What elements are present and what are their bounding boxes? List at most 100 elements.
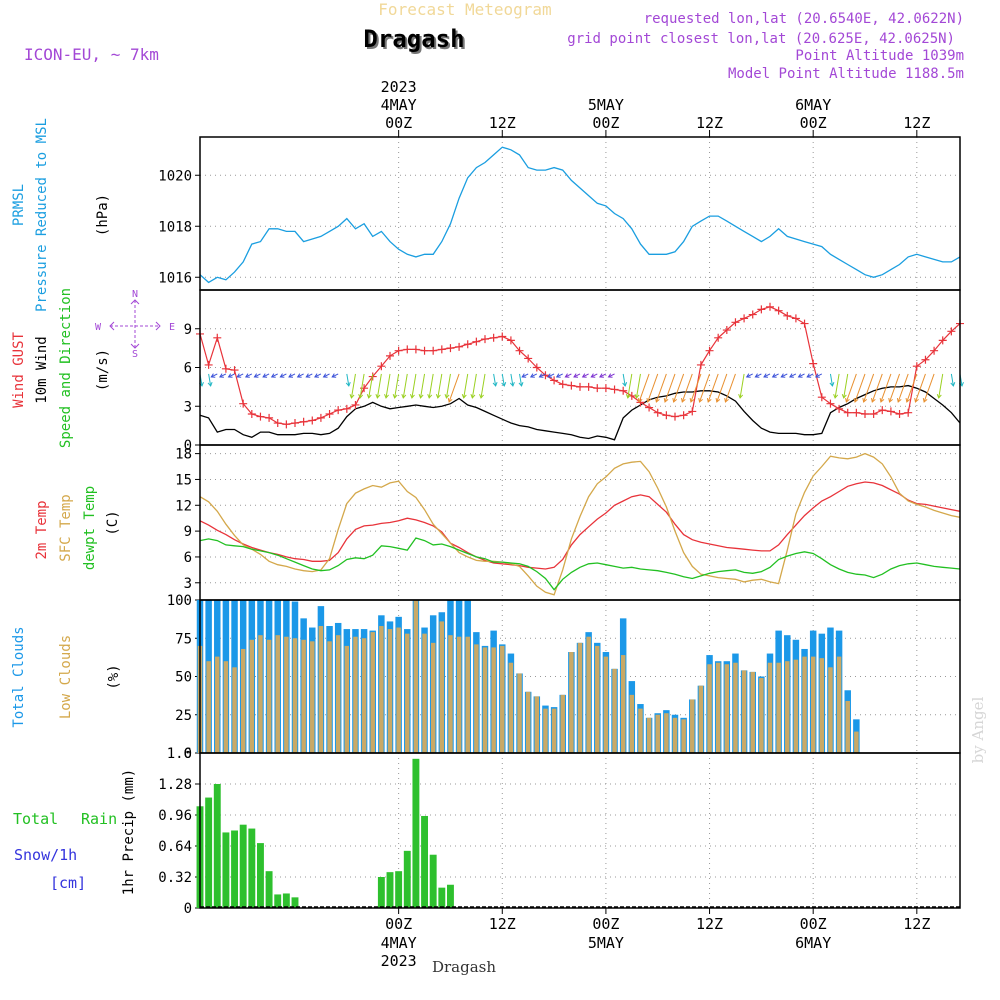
wind-arrow	[445, 373, 451, 399]
wind-arrow	[306, 373, 313, 378]
wind-arrow-head	[833, 394, 839, 399]
wind-arrow-head	[905, 397, 911, 403]
low-cloud-bar	[551, 708, 557, 753]
rain-bar	[257, 843, 264, 908]
location-title-fg: Dragash	[363, 25, 464, 53]
wind-arrow-head	[754, 373, 760, 378]
gust-marker	[861, 410, 869, 418]
wind-arrow	[739, 373, 745, 399]
wind-arrow	[539, 373, 546, 378]
gust-marker	[740, 314, 749, 323]
rain-bar	[222, 832, 230, 908]
wind-arrow-head	[745, 373, 751, 378]
temp-sfc-line	[199, 452, 961, 596]
wind-arrow-head	[236, 373, 242, 378]
gust-marker	[265, 413, 274, 422]
wind-arrow	[815, 373, 823, 378]
wind-arrow	[664, 373, 676, 403]
low-cloud-bar	[767, 662, 773, 753]
wind-arrow	[254, 373, 261, 378]
low-cloud-bar	[215, 656, 220, 753]
gust-marker	[731, 318, 740, 327]
wind-arrow	[681, 373, 693, 403]
wind-arrow-head	[922, 397, 928, 403]
wind-arrow	[385, 373, 391, 399]
low-cloud-bar	[387, 629, 393, 753]
wind-arrow	[228, 373, 235, 378]
low-cloud-bar	[456, 636, 462, 753]
low-cloud-bar	[690, 699, 695, 753]
wind-arrow-head	[253, 373, 259, 378]
temp-unit: (C)	[105, 510, 121, 535]
wind-arrow	[530, 373, 538, 378]
gust-marker	[498, 332, 507, 341]
gust-marker	[601, 384, 610, 393]
gust-marker	[722, 326, 731, 335]
panels: 1016101810200369369121518025507510000.32…	[158, 78, 964, 970]
gust-marker	[532, 363, 541, 372]
wind-arrow-head	[879, 397, 885, 403]
gust-marker	[904, 408, 913, 417]
model-label: ICON-EU, ~ 7km	[24, 45, 159, 64]
wind-arrow-head	[607, 373, 613, 378]
low-clouds-label: Low Clouds	[58, 635, 74, 719]
wind-arrow	[707, 373, 719, 403]
compass-n: N	[132, 289, 138, 300]
precip-labels: Total Rain Snow/1h [cm] 1hr Precip (mm)	[13, 769, 137, 895]
wind-arrow	[806, 373, 814, 378]
wind-arrow-head	[262, 373, 268, 378]
wind-arrow	[635, 373, 641, 399]
wind-arrow-head	[724, 397, 729, 403]
wind-arrow-head	[797, 373, 803, 378]
low-cloud-bar	[525, 691, 531, 753]
wind-arrow-head	[689, 397, 695, 403]
bottom-date-label: 5MAY	[588, 934, 624, 952]
low-cloud-bar	[474, 644, 479, 753]
wind-arrow-head	[715, 397, 721, 403]
rain-bar	[421, 815, 428, 908]
gust-marker	[921, 355, 930, 364]
gust-marker	[774, 306, 783, 315]
wind-arrow	[420, 373, 426, 399]
wind-arrow	[245, 373, 253, 378]
wind-arrow	[716, 373, 728, 403]
gust-marker	[351, 400, 360, 409]
rain-bars	[196, 758, 454, 908]
low-cloud-bar	[422, 633, 427, 753]
faded-title: Forecast Meteogram	[378, 0, 551, 19]
wind-arrow-head	[870, 397, 876, 403]
wind-arrow-head	[814, 373, 820, 378]
wind-arrow	[493, 373, 497, 387]
cloud-ytick-label: 25	[175, 708, 192, 724]
wind-arrow	[521, 373, 529, 378]
wind-arrow	[724, 373, 736, 403]
low-cloud-bar	[698, 685, 704, 753]
wind-arrow-head	[366, 394, 372, 399]
top-date-label: 5MAY	[588, 96, 624, 114]
gust-marker	[593, 384, 602, 393]
cloud-ytick-label: 75	[175, 631, 192, 647]
low-cloud-bar	[335, 635, 341, 753]
gust-marker	[843, 408, 852, 417]
wind-arrow	[510, 373, 514, 387]
wind-arrow-head	[622, 382, 628, 387]
gust-marker	[852, 408, 861, 417]
low-cloud-bar	[439, 621, 445, 753]
low-cloud-bar	[612, 668, 617, 753]
bottom-date-label: 6MAY	[795, 934, 831, 952]
wind-arrow	[573, 373, 581, 378]
low-cloud-bar	[664, 713, 669, 753]
wind-arrow-head	[950, 382, 956, 387]
bottom-time-label: 00Z	[800, 915, 827, 933]
rain-bar	[291, 897, 299, 908]
gust-marker	[938, 336, 947, 345]
top-time-label: 12Z	[489, 114, 516, 132]
precip-unit: 1hr Precip (mm)	[121, 769, 137, 895]
wind-arrow	[647, 373, 659, 403]
wind-arrow	[428, 373, 434, 399]
wind-arrow	[638, 373, 650, 403]
wind-arrow	[346, 373, 350, 387]
gust-marker	[256, 412, 265, 421]
wind-arrow-head	[896, 397, 902, 403]
